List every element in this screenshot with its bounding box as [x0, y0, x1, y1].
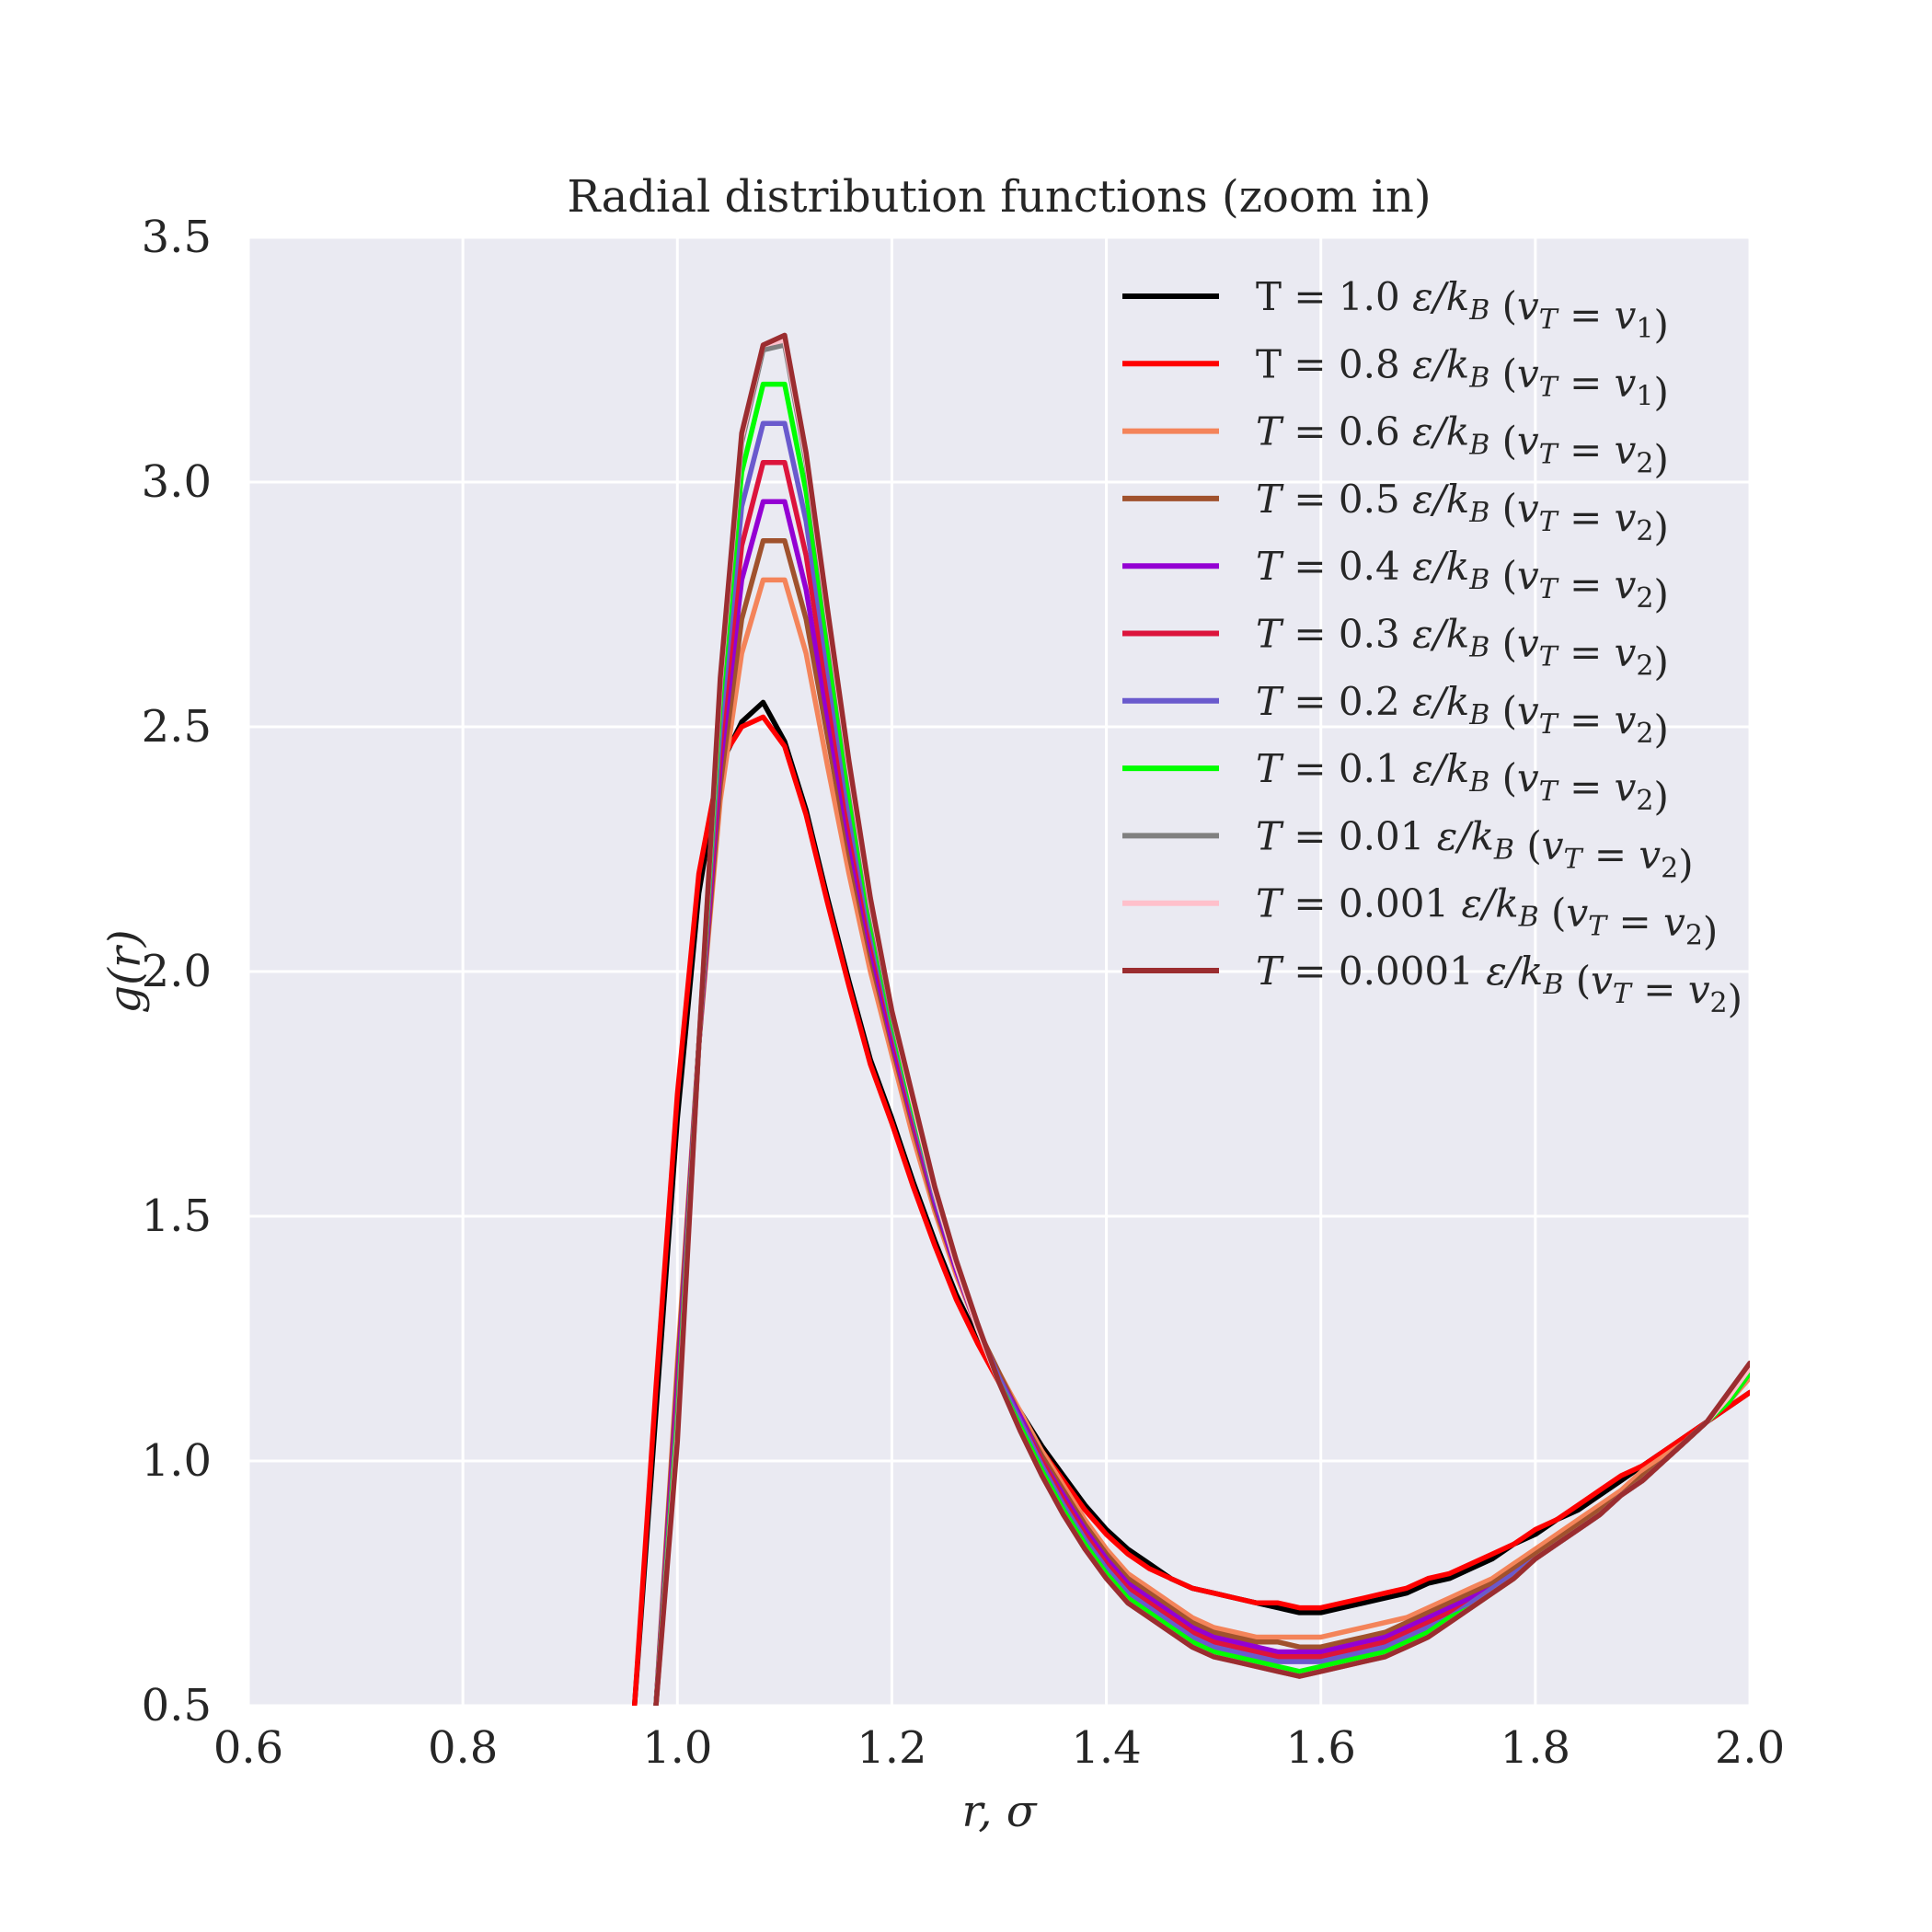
legend-label-8: T = 0.01 ε/kB (vT = v2) [1256, 813, 1694, 886]
x-tick-label: 1.0 [642, 1722, 712, 1774]
x-tick-label: 1.2 [857, 1722, 926, 1774]
grid-lines [247, 236, 1752, 1708]
legend-label-4: T = 0.4 ε/kB (vT = v2) [1256, 544, 1669, 616]
x-tick-label: 1.8 [1501, 1722, 1570, 1774]
x-tick-labels: 0.6 0.8 1.0 1.2 1.4 1.6 1.8 2.0 [213, 1722, 1785, 1774]
legend-label-1: T = 0.8 ε/kB (vT = v1) [1256, 341, 1669, 414]
legend: T = 1.0 ε/kB (vT = v1)T = 0.8 ε/kB (vT =… [1122, 274, 1742, 1021]
legend-label-0: T = 1.0 ε/kB (vT = v1) [1256, 274, 1669, 347]
y-axis-label: g(r) [99, 929, 151, 1013]
series-line-10 [653, 332, 1750, 1706]
x-tick-label: 0.8 [428, 1722, 498, 1774]
y-tick-label: 2.5 [142, 701, 212, 753]
chart-title: Radial distribution functions (zoom in) [567, 171, 1431, 223]
legend-label-10: T = 0.0001 ε/kB (vT = v2) [1256, 949, 1742, 1021]
legend-label-2: T = 0.6 ε/kB (vT = v2) [1256, 409, 1669, 482]
legend-label-3: T = 0.5 ε/kB (vT = v2) [1256, 477, 1669, 549]
x-tick-label: 1.6 [1286, 1722, 1356, 1774]
y-tick-label: 1.5 [142, 1190, 212, 1242]
x-tick-label: 0.6 [213, 1722, 283, 1774]
legend-label-5: T = 0.3 ε/kB (vT = v2) [1256, 612, 1669, 684]
series-line-1 [631, 714, 1750, 1706]
y-tick-label: 3.5 [142, 212, 212, 263]
y-tick-labels: 0.5 1.0 1.5 2.0 2.5 3.0 3.5 [142, 212, 212, 1731]
x-tick-label: 1.4 [1071, 1722, 1141, 1774]
series-line-2 [653, 577, 1750, 1706]
y-tick-label: 0.5 [142, 1680, 212, 1731]
series-lines [631, 332, 1750, 1706]
y-tick-label: 2.0 [142, 946, 212, 997]
legend-label-6: T = 0.2 ε/kB (vT = v2) [1256, 679, 1669, 752]
y-tick-label: 1.0 [142, 1435, 212, 1487]
series-line-3 [653, 538, 1750, 1706]
legend-label-7: T = 0.1 ε/kB (vT = v2) [1256, 746, 1669, 819]
x-axis-label: r, σ [962, 1786, 1038, 1837]
x-tick-label: 2.0 [1715, 1722, 1785, 1774]
legend-label-9: T = 0.001 ε/kB (vT = v2) [1256, 881, 1718, 954]
y-tick-label: 3.0 [142, 456, 212, 508]
